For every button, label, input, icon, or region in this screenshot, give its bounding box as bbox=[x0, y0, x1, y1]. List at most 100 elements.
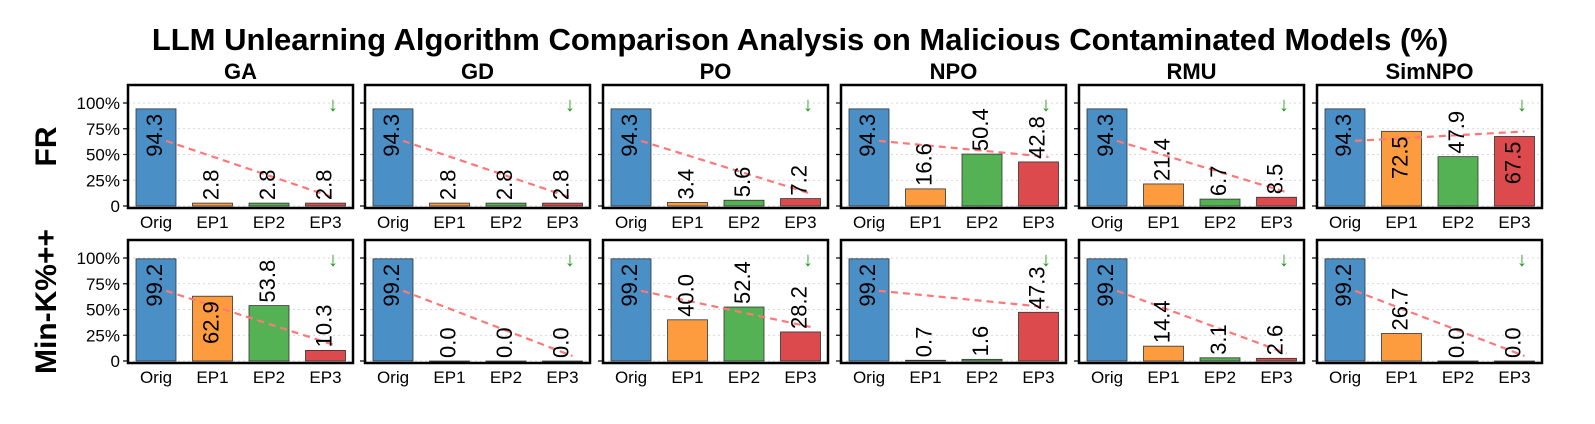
x-tick-label: EP2 bbox=[490, 368, 522, 387]
value-label: 3.1 bbox=[1206, 324, 1231, 355]
panel-frame bbox=[839, 238, 1068, 365]
bar-EP2 bbox=[248, 305, 290, 362]
x-tick-label: EP1 bbox=[433, 213, 465, 232]
x-tick-label: EP1 bbox=[433, 368, 465, 387]
value-label: 2.6 bbox=[1262, 325, 1287, 356]
y-tick-label: 0 bbox=[111, 197, 120, 216]
value-label: 47.3 bbox=[1024, 266, 1049, 309]
x-tick-label: EP2 bbox=[1204, 368, 1236, 387]
bar-EP3 bbox=[305, 349, 346, 362]
value-label: 94.3 bbox=[855, 114, 880, 157]
bar-Orig bbox=[372, 258, 414, 362]
panel-frame bbox=[363, 238, 592, 365]
bar-EP1 bbox=[429, 202, 470, 207]
bar-EP3 bbox=[780, 331, 821, 362]
x-tick-label: EP3 bbox=[309, 213, 341, 232]
y-tick-label: 25% bbox=[86, 326, 120, 345]
bar-EP2 bbox=[1437, 156, 1479, 207]
row-label: FR bbox=[30, 126, 63, 166]
y-tick-label: 50% bbox=[86, 301, 120, 320]
x-tick-label: EP1 bbox=[671, 368, 703, 387]
x-tick-label: EP2 bbox=[1442, 368, 1474, 387]
x-tick-label: Orig bbox=[615, 368, 647, 387]
bar-Orig bbox=[610, 258, 652, 362]
value-label: 6.7 bbox=[1206, 166, 1231, 197]
value-label: 52.4 bbox=[730, 261, 755, 304]
panels: FR Min-K%++ GA GD PO NPO RMU SimNPO 94.3 2.8 2.8 2.… bbox=[30, 59, 1544, 387]
value-label: 10.3 bbox=[311, 305, 336, 348]
bar-EP2 bbox=[248, 202, 290, 207]
value-label: 2.8 bbox=[198, 170, 223, 201]
y-tick-label: 100% bbox=[77, 249, 120, 268]
y-tick-label: 25% bbox=[86, 171, 120, 190]
panel-frame bbox=[1077, 83, 1306, 210]
trend-line bbox=[878, 289, 1049, 309]
trend-line bbox=[640, 139, 811, 195]
x-tick-label: EP2 bbox=[1204, 213, 1236, 232]
panel-frame bbox=[126, 83, 355, 210]
bar-EP3 bbox=[1018, 311, 1059, 362]
value-label: 99.2 bbox=[855, 264, 880, 307]
x-tick-label: EP1 bbox=[909, 368, 941, 387]
value-label: 3.4 bbox=[673, 169, 698, 200]
x-tick-label: EP3 bbox=[1498, 213, 1530, 232]
bar-EP1 bbox=[1381, 333, 1422, 362]
x-tick-label: EP3 bbox=[1022, 213, 1054, 232]
x-tick-label: EP2 bbox=[1442, 213, 1474, 232]
trend-line bbox=[1354, 130, 1525, 142]
value-label: 99.2 bbox=[1093, 264, 1118, 307]
bar-Orig bbox=[1086, 258, 1128, 362]
trend-line bbox=[1116, 139, 1287, 194]
x-tick-label: EP1 bbox=[1385, 213, 1417, 232]
value-label: 0.0 bbox=[1444, 327, 1469, 358]
x-tick-label: EP1 bbox=[1147, 213, 1179, 232]
x-tick-label: EP3 bbox=[546, 368, 578, 387]
value-label: 40.0 bbox=[673, 274, 698, 317]
down-arrow-icon: ↓ bbox=[803, 94, 813, 116]
bar-EP2 bbox=[485, 202, 527, 207]
panel-frame bbox=[363, 83, 592, 210]
panel-Min-K%++-SimNPO: 99.2 26.7 0.0 0.0 ↓ Orig EP1 EP2 EP3 bbox=[1312, 238, 1544, 387]
bar-EP3 bbox=[1256, 357, 1297, 362]
bar-EP2 bbox=[485, 360, 527, 362]
panel-frame bbox=[839, 83, 1068, 210]
row-label: Min-K%++ bbox=[30, 229, 63, 374]
bar-EP1 bbox=[905, 188, 946, 207]
value-label: 94.3 bbox=[379, 114, 404, 157]
panel-title: PO bbox=[700, 59, 732, 84]
x-tick-label: EP1 bbox=[671, 213, 703, 232]
x-tick-label: Orig bbox=[140, 213, 172, 232]
bar-EP3 bbox=[1018, 161, 1059, 207]
x-tick-label: Orig bbox=[853, 213, 885, 232]
y-tick-label: 75% bbox=[86, 275, 120, 294]
down-arrow-icon: ↓ bbox=[328, 249, 338, 271]
value-label: 94.3 bbox=[1331, 114, 1356, 157]
x-tick-label: EP2 bbox=[490, 213, 522, 232]
down-arrow-icon: ↓ bbox=[803, 249, 813, 271]
down-arrow-icon: ↓ bbox=[565, 94, 575, 116]
bar-Orig bbox=[1324, 258, 1366, 362]
value-label: 99.2 bbox=[379, 264, 404, 307]
trend-line bbox=[1116, 289, 1287, 355]
value-label: 26.7 bbox=[1387, 288, 1412, 331]
x-tick-label: Orig bbox=[377, 368, 409, 387]
x-tick-label: EP1 bbox=[1385, 368, 1417, 387]
y-tick-label: 75% bbox=[86, 120, 120, 139]
value-label: 0.0 bbox=[492, 327, 517, 358]
down-arrow-icon: ↓ bbox=[1041, 94, 1051, 116]
bar-EP3 bbox=[1494, 360, 1535, 362]
panel-frame bbox=[601, 238, 830, 365]
value-label: 2.8 bbox=[311, 170, 336, 201]
value-label: 7.2 bbox=[786, 165, 811, 196]
panel-title: NPO bbox=[930, 59, 978, 84]
panel-frame bbox=[601, 83, 830, 210]
value-label: 2.8 bbox=[548, 170, 573, 201]
bar-Orig bbox=[848, 108, 890, 207]
value-label: 21.4 bbox=[1149, 138, 1174, 181]
bar-Orig bbox=[372, 108, 414, 207]
value-label: 0.0 bbox=[435, 327, 460, 358]
value-label: 0.0 bbox=[1500, 327, 1525, 358]
x-tick-label: EP1 bbox=[909, 213, 941, 232]
value-label: 94.3 bbox=[142, 114, 167, 157]
